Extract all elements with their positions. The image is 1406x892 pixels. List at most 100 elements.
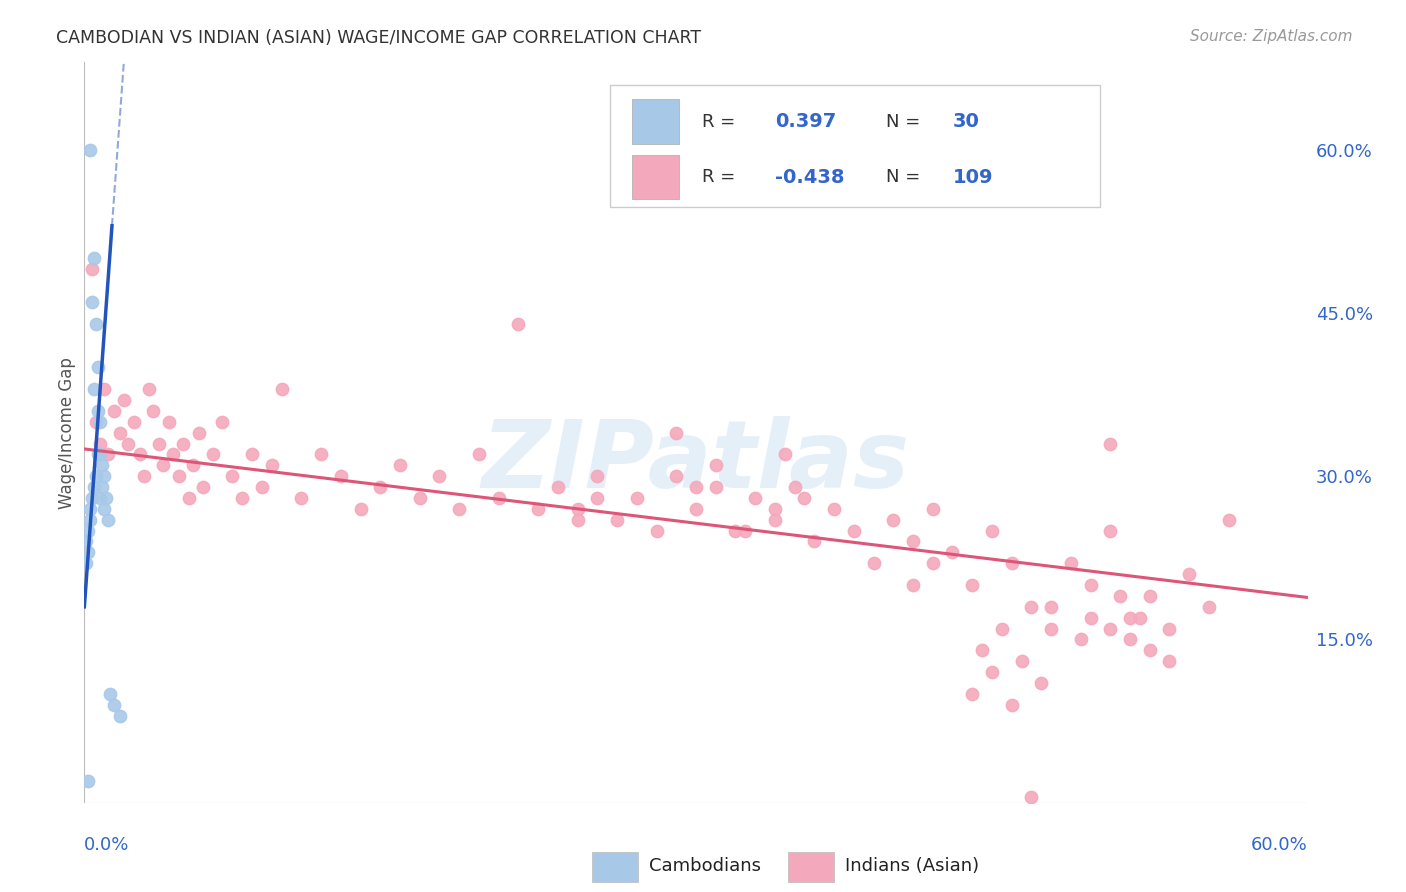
Point xyxy=(309,447,332,461)
FancyBboxPatch shape xyxy=(592,853,638,882)
Point xyxy=(389,458,412,473)
Point xyxy=(103,404,125,418)
Point xyxy=(122,415,145,429)
Text: -0.438: -0.438 xyxy=(776,168,845,186)
Point xyxy=(84,469,107,483)
Point xyxy=(368,480,391,494)
Point xyxy=(187,425,209,440)
Point xyxy=(87,447,110,461)
Point xyxy=(626,491,648,505)
Point xyxy=(82,295,104,310)
Point xyxy=(763,501,786,516)
Point xyxy=(823,501,845,516)
Point xyxy=(1159,654,1181,668)
Point xyxy=(172,436,194,450)
Point xyxy=(527,501,550,516)
Point xyxy=(1178,567,1201,582)
Point xyxy=(1218,513,1240,527)
Point xyxy=(1060,556,1083,570)
Point xyxy=(201,447,224,461)
Point xyxy=(685,480,707,494)
Point xyxy=(567,513,589,527)
Point xyxy=(83,480,105,494)
Point xyxy=(91,458,114,473)
Point xyxy=(429,469,451,483)
Point xyxy=(567,501,589,516)
Point xyxy=(89,436,111,450)
Point xyxy=(1021,790,1043,805)
Point xyxy=(1109,589,1132,603)
Y-axis label: Wage/Income Gap: Wage/Income Gap xyxy=(58,357,76,508)
Point xyxy=(89,447,111,461)
Point xyxy=(108,708,131,723)
Point xyxy=(508,317,530,331)
Point xyxy=(97,447,120,461)
Text: 60.0%: 60.0% xyxy=(1251,836,1308,855)
Point xyxy=(83,252,105,266)
Point xyxy=(645,524,668,538)
Point xyxy=(1040,599,1063,614)
Text: 0.397: 0.397 xyxy=(776,112,837,131)
Point xyxy=(270,382,292,396)
Text: N =: N = xyxy=(886,112,925,130)
Text: ZIPatlas: ZIPatlas xyxy=(482,417,910,508)
Point xyxy=(773,447,796,461)
Point xyxy=(128,447,150,461)
Point xyxy=(468,447,491,461)
Point xyxy=(290,491,312,505)
Point xyxy=(882,513,904,527)
Point xyxy=(157,415,180,429)
Text: R =: R = xyxy=(702,169,741,186)
Point xyxy=(87,404,110,418)
Point xyxy=(704,480,727,494)
Point xyxy=(1139,589,1161,603)
Text: R =: R = xyxy=(702,112,741,130)
Point xyxy=(94,491,117,505)
Text: 0.0%: 0.0% xyxy=(84,836,129,855)
Point xyxy=(488,491,510,505)
Point xyxy=(177,491,200,505)
FancyBboxPatch shape xyxy=(633,155,679,200)
Point xyxy=(665,425,688,440)
Point xyxy=(79,143,101,157)
Point xyxy=(89,491,111,505)
Point xyxy=(1159,622,1181,636)
Text: 30: 30 xyxy=(953,112,980,131)
Text: Indians (Asian): Indians (Asian) xyxy=(845,856,980,875)
Point xyxy=(84,415,107,429)
Point xyxy=(1119,611,1142,625)
Point xyxy=(87,360,110,375)
Point xyxy=(1139,643,1161,657)
Point xyxy=(1070,632,1092,647)
Point xyxy=(1040,622,1063,636)
Point xyxy=(1001,556,1024,570)
Point xyxy=(960,687,983,701)
Point xyxy=(132,469,155,483)
Point xyxy=(803,534,825,549)
Point xyxy=(970,643,993,657)
Point xyxy=(240,447,263,461)
Point xyxy=(138,382,160,396)
Point xyxy=(586,491,609,505)
Text: 109: 109 xyxy=(953,168,994,186)
Point xyxy=(231,491,253,505)
Point xyxy=(1099,622,1122,636)
Point xyxy=(842,524,865,538)
Point xyxy=(148,436,170,450)
Point xyxy=(93,501,115,516)
Point xyxy=(142,404,165,418)
Point xyxy=(734,524,756,538)
Point xyxy=(980,524,1002,538)
Point xyxy=(980,665,1002,680)
Point xyxy=(449,501,471,516)
Point xyxy=(162,447,184,461)
Point xyxy=(704,458,727,473)
Point xyxy=(167,469,190,483)
Point xyxy=(260,458,283,473)
Point xyxy=(665,469,688,483)
Point xyxy=(82,262,104,277)
Point xyxy=(991,622,1014,636)
Point xyxy=(211,415,233,429)
Point xyxy=(1198,599,1220,614)
Point xyxy=(763,513,786,527)
